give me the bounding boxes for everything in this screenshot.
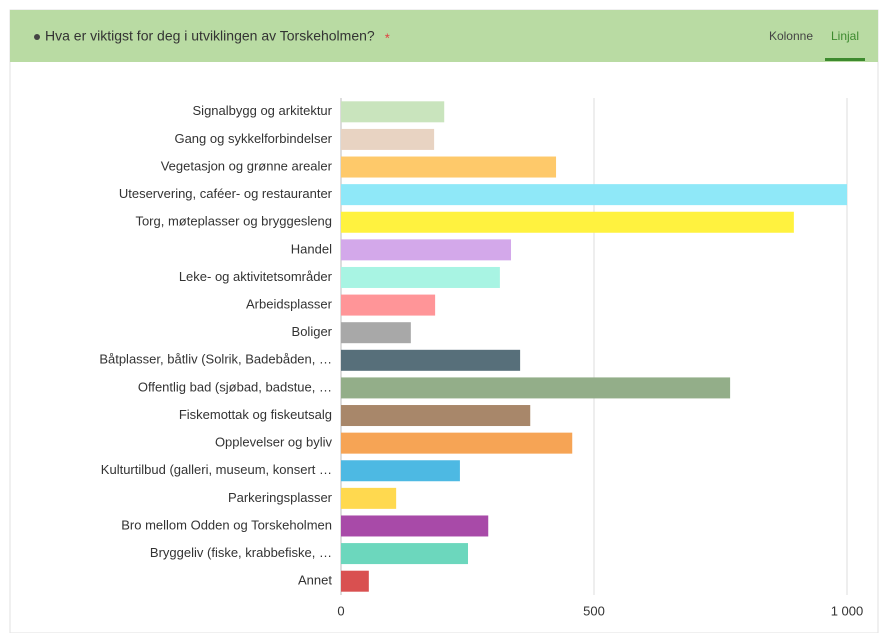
bar xyxy=(341,349,521,371)
y-tick-label: Gang og sykkelforbindelser xyxy=(174,131,332,146)
y-tick-label: Båtplasser, båtliv (Solrik, Badebåden, … xyxy=(99,352,332,367)
x-tick-label: 500 xyxy=(583,603,605,618)
bar xyxy=(341,239,512,261)
bar xyxy=(341,266,500,288)
y-tick-label: Torg, møteplasser og bryggesleng xyxy=(135,214,332,229)
y-tick-label: Arbeidsplasser xyxy=(246,297,333,312)
y-tick-label: Fiskemottak og fiskeutsalg xyxy=(179,407,332,422)
bar xyxy=(341,377,731,399)
y-tick-label: Vegetasjon og grønne arealer xyxy=(161,158,333,173)
header-bar xyxy=(10,10,878,62)
y-tick-label: Uteservering, caféer- og restauranter xyxy=(119,186,333,201)
bar xyxy=(341,128,435,150)
bar xyxy=(341,460,460,482)
bar xyxy=(341,211,794,233)
bar xyxy=(341,405,531,427)
tab[interactable]: Linjal xyxy=(831,29,859,43)
tab[interactable]: Kolonne xyxy=(769,29,813,43)
y-tick-label: Opplevelser og byliv xyxy=(215,435,333,450)
required-mark: * xyxy=(385,30,390,45)
y-tick-label: Bryggeliv (fiske, krabbefiske, … xyxy=(150,545,332,560)
x-tick-label: 1 000 xyxy=(831,603,864,618)
y-tick-label: Offentlig bad (sjøbad, badstue, … xyxy=(138,379,332,394)
y-tick-label: Handel xyxy=(291,241,332,256)
bar xyxy=(341,156,557,178)
y-tick-label: Leke- og aktivitetsområder xyxy=(179,269,333,284)
bar xyxy=(341,570,369,592)
question-title: Hva er viktigst for deg i utviklingen av… xyxy=(45,28,375,44)
bar xyxy=(341,294,436,316)
bar xyxy=(341,432,573,454)
y-tick-label: Parkeringsplasser xyxy=(228,490,333,505)
y-tick-label: Signalbygg og arkitektur xyxy=(193,103,333,118)
bar xyxy=(341,184,847,206)
bullet xyxy=(34,34,40,40)
active-tab-underline xyxy=(825,58,865,61)
y-tick-label: Bro mellom Odden og Torskeholmen xyxy=(121,517,332,532)
bar xyxy=(341,487,397,509)
x-tick-label: 0 xyxy=(337,603,344,618)
bar xyxy=(341,101,445,123)
bar xyxy=(341,543,469,565)
y-tick-label: Boliger xyxy=(292,324,333,339)
bar xyxy=(341,515,489,537)
y-tick-label: Kulturtilbud (galleri, museum, konsert … xyxy=(101,462,332,477)
bar xyxy=(341,322,411,344)
y-tick-label: Annet xyxy=(298,573,332,588)
